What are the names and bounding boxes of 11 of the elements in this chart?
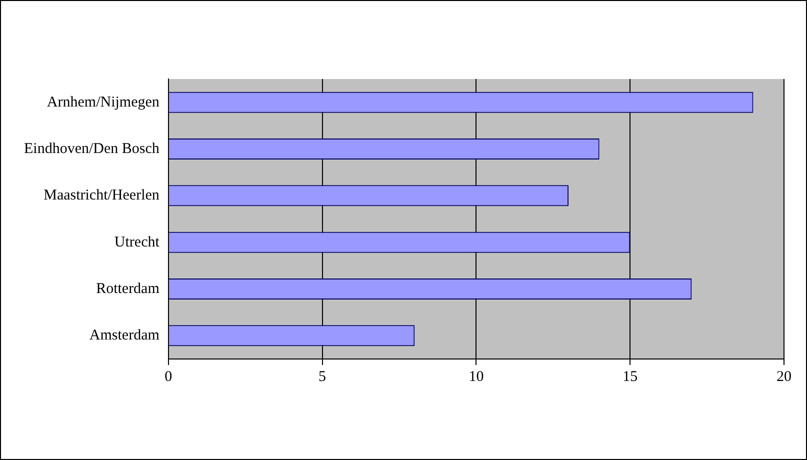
y-tick-label: Arnhem/Nijmegen xyxy=(46,94,160,110)
x-tick-label: 5 xyxy=(318,368,326,385)
x-tick-label: 15 xyxy=(622,368,638,385)
y-tick-label: Utrecht xyxy=(114,234,160,250)
y-tick-label: Rotterdam xyxy=(96,280,160,297)
y-tick-label: Eindhoven/Den Bosch xyxy=(24,140,160,157)
x-tick-label: 0 xyxy=(164,368,172,385)
y-tick-label: Amsterdam xyxy=(89,328,160,344)
x-tick-label: 20 xyxy=(776,368,792,385)
x-tick-label: 10 xyxy=(468,368,484,385)
y-tick-label: Maastricht/Heerlen xyxy=(44,188,160,204)
